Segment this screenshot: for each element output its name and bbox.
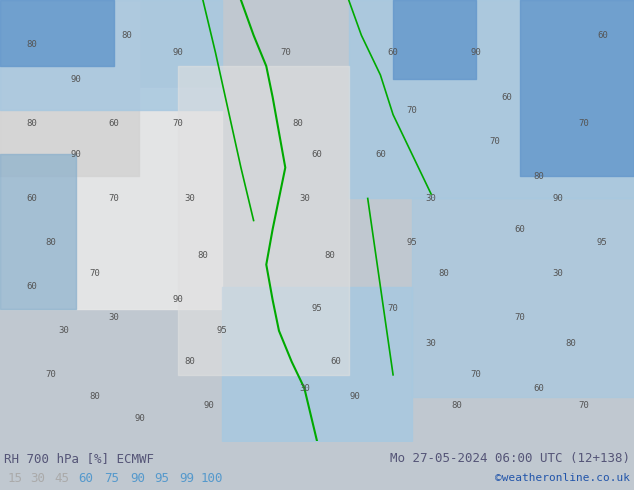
Text: 70: 70	[109, 194, 119, 203]
Text: 100: 100	[201, 471, 223, 485]
Text: 60: 60	[375, 150, 385, 159]
Text: 90: 90	[553, 194, 563, 203]
Text: Mo 27-05-2024 06:00 UTC (12+138): Mo 27-05-2024 06:00 UTC (12+138)	[390, 452, 630, 465]
Text: ©weatheronline.co.uk: ©weatheronline.co.uk	[495, 473, 630, 483]
Text: 60: 60	[534, 384, 544, 392]
Text: 80: 80	[451, 401, 462, 410]
Text: 70: 70	[388, 304, 398, 313]
Text: 70: 70	[578, 119, 588, 128]
Text: 80: 80	[198, 251, 208, 260]
Text: 30: 30	[426, 194, 436, 203]
Text: 80: 80	[534, 172, 544, 181]
Text: 60: 60	[109, 119, 119, 128]
Text: 95: 95	[217, 326, 227, 335]
Text: 95: 95	[407, 238, 417, 247]
Text: 70: 70	[470, 370, 481, 379]
Text: 60: 60	[515, 225, 525, 234]
Text: 90: 90	[134, 415, 145, 423]
Text: 70: 70	[172, 119, 183, 128]
Text: 30: 30	[30, 471, 46, 485]
Text: 80: 80	[27, 40, 37, 49]
Text: 30: 30	[553, 269, 563, 278]
Text: 70: 70	[578, 401, 588, 410]
Text: 90: 90	[172, 295, 183, 304]
Text: 80: 80	[325, 251, 335, 260]
Text: 30: 30	[426, 340, 436, 348]
Text: 95: 95	[312, 304, 322, 313]
Text: 80: 80	[90, 392, 100, 401]
Text: 99: 99	[179, 471, 195, 485]
Text: 90: 90	[71, 150, 81, 159]
Text: 60: 60	[79, 471, 93, 485]
Text: 80: 80	[27, 119, 37, 128]
Text: 80: 80	[566, 340, 576, 348]
Text: 90: 90	[204, 401, 214, 410]
Text: 90: 90	[71, 75, 81, 84]
Text: 70: 70	[46, 370, 56, 379]
Text: 70: 70	[90, 269, 100, 278]
Text: 80: 80	[293, 119, 303, 128]
Text: 30: 30	[185, 194, 195, 203]
Text: 90: 90	[172, 49, 183, 57]
Text: 60: 60	[388, 49, 398, 57]
Text: 60: 60	[27, 194, 37, 203]
Text: 30: 30	[109, 313, 119, 322]
Text: 70: 70	[515, 313, 525, 322]
Text: RH 700 hPa [%] ECMWF: RH 700 hPa [%] ECMWF	[4, 452, 154, 465]
Text: 30: 30	[299, 384, 309, 392]
Text: 70: 70	[407, 106, 417, 115]
Text: 80: 80	[185, 357, 195, 366]
Text: 80: 80	[46, 238, 56, 247]
Text: 90: 90	[131, 471, 145, 485]
Text: 60: 60	[597, 31, 607, 40]
Text: 45: 45	[55, 471, 70, 485]
Text: 30: 30	[58, 326, 68, 335]
Text: 90: 90	[350, 392, 360, 401]
Text: 95: 95	[597, 238, 607, 247]
Text: 80: 80	[439, 269, 449, 278]
Text: 70: 70	[489, 137, 500, 146]
Text: 60: 60	[331, 357, 341, 366]
Text: 60: 60	[502, 93, 512, 101]
Text: 75: 75	[105, 471, 119, 485]
Text: 80: 80	[122, 31, 132, 40]
Text: 15: 15	[8, 471, 22, 485]
Text: 60: 60	[27, 282, 37, 291]
Text: 60: 60	[312, 150, 322, 159]
Text: 90: 90	[470, 49, 481, 57]
Text: 70: 70	[280, 49, 290, 57]
Text: 30: 30	[299, 194, 309, 203]
Text: 95: 95	[155, 471, 169, 485]
